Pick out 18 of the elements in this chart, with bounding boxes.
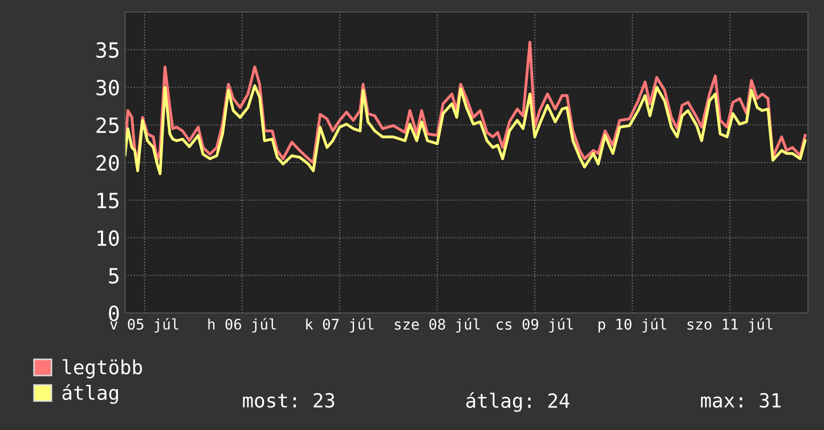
text: max: 31	[701, 392, 781, 408]
x-tick-label: h 06 júl	[208, 318, 276, 333]
legend-label: legtöbb	[62, 359, 142, 378]
y-tick-label: 20	[96, 155, 119, 171]
text: most: 23	[243, 392, 334, 408]
y-tick-label: 5	[109, 268, 118, 284]
x-tick-label: p 10 júl	[598, 318, 666, 333]
y-tick-label: 30	[96, 80, 119, 96]
x-tick-label: sze 08 júl	[394, 318, 480, 333]
legend-label: átlag	[62, 384, 118, 404]
text: átlag: 24	[466, 392, 570, 412]
y-tick-label: 35	[96, 42, 118, 58]
y-tick-label: 10	[98, 230, 119, 246]
y-tick-label: 25	[96, 117, 118, 134]
x-tick-label: k 07 júl	[306, 318, 374, 333]
y-tick-label: 15	[98, 192, 118, 208]
x-tick-label: cs 09 júl	[496, 318, 573, 333]
x-tick-label: szo 11 júl	[688, 318, 772, 333]
